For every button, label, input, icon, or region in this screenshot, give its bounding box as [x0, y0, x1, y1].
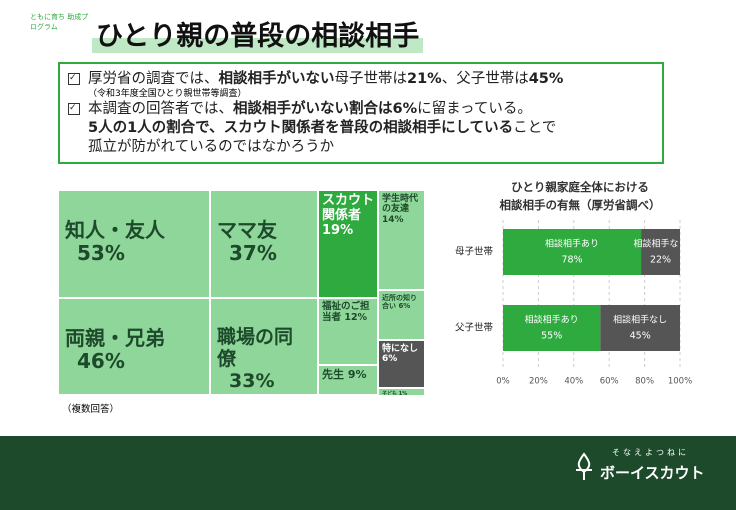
treemap-value: 1%	[398, 391, 408, 396]
treemap-cell: ママ友 37%	[210, 190, 318, 298]
bullet-line: ✓ 厚労省の調査では、相談相手がいない母子世帯は21%、父子世帯は45%	[60, 70, 662, 89]
treemap-cell: 学生時代の友達 14%	[378, 190, 425, 290]
footer-motto: そなえよつねに	[612, 448, 689, 457]
y-tick-label: 母子世帯	[455, 246, 494, 258]
x-tick-label: 0%	[496, 377, 510, 387]
treemap-cell: 知人・友人 53%	[58, 190, 210, 298]
x-tick-label: 60%	[600, 377, 619, 387]
bar-segment	[600, 305, 680, 351]
bullet-text: 相談相手がいない	[218, 71, 335, 87]
treemap-value: 14%	[382, 214, 404, 225]
segment-name: 相談相手なし	[634, 238, 688, 250]
logo: ともに育ち 助成プログラム	[30, 13, 89, 31]
treemap-value: 33%	[229, 369, 275, 392]
bullet-text: 45%	[528, 71, 564, 87]
treemap: 知人・友人 53% 両親・兄弟 46% ママ友 37% 職場の同僚 33% スカウト関係者 19…	[58, 190, 425, 396]
treemap-value: 9%	[347, 368, 367, 381]
treemap-value: 46%	[77, 349, 125, 373]
treemap-cell: スカウト関係者 19%	[318, 190, 378, 298]
segment-name: 相談相手なし	[613, 314, 667, 326]
treemap-value: 12%	[344, 311, 368, 323]
bar-chart: 0% 20% 40% 60% 80% 100%母子世帯相談相手あり78%相談相手なし22%…	[455, 220, 692, 387]
x-tick-label: 80%	[635, 377, 654, 387]
bullet-line: ✓ 本調査の回答者では、相談相手がいない割合は6%に留まっている。	[60, 100, 662, 119]
bar-chart-title: ひとり親家庭全体における 相談相手の有無（厚労省調べ）	[499, 180, 661, 212]
treemap-value: 37%	[229, 241, 277, 265]
segment-name: 相談相手あり	[545, 238, 599, 250]
treemap-label: 職場の同僚	[217, 326, 294, 370]
emblem	[576, 452, 592, 480]
treemap-cell: 特になし 6%	[378, 340, 425, 388]
segment-name: 相談相手あり	[525, 314, 579, 326]
treemap-label: 知人・友人	[65, 218, 165, 242]
bullet-text: に留まっている。	[417, 101, 532, 117]
bullet-text: 本調査の回答者では、	[88, 101, 233, 117]
treemap-cell: 子ども 1%	[378, 388, 425, 396]
bullet-text: 孤立が防がれているのではなかろうか	[88, 139, 335, 155]
bullet-note: （令和3年度全国ひとり親世帯等調査）	[88, 89, 247, 99]
treemap-cell: 先生 9%	[318, 365, 378, 395]
bullet-text: 相談相手がいない割合は6%	[233, 101, 418, 117]
treemap-label: 両親・兄弟	[65, 326, 165, 350]
bullet-text: 母子世帯は	[334, 71, 408, 87]
treemap-label: 近所の知り合い	[382, 294, 417, 311]
treemap-cell: 職場の同僚 33%	[210, 298, 318, 395]
treemap-label: 学生時代の友達	[382, 194, 419, 215]
treemap-label: スカウト関係者	[322, 193, 375, 223]
treemap-label: ママ友	[217, 218, 277, 242]
checkbox: ✓	[68, 103, 80, 115]
x-tick-label: 40%	[564, 377, 583, 387]
checkbox: ✓	[68, 73, 80, 85]
bullet-text: ことで	[513, 120, 557, 136]
slide-title: ひとり親の普段の相談相手	[92, 14, 424, 53]
bullet-line: 5人の1人の割合で、スカウト関係者を普段の相談相手にしていることで	[60, 119, 662, 138]
treemap-cell: 近所の知り合い 6%	[378, 290, 425, 340]
treemap-label: 特になし	[382, 344, 419, 354]
summary-box: ✓ 厚労省の調査では、相談相手がいない母子世帯は21%、父子世帯は45% （令和3年…	[58, 62, 664, 164]
segment-value: 78%	[561, 255, 582, 266]
treemap-value: 19%	[322, 222, 354, 238]
bar-segment	[641, 229, 680, 275]
treemap-cell: 両親・兄弟 46%	[58, 298, 210, 395]
footnote: （複数回答）	[62, 404, 120, 415]
treemap-value: 53%	[77, 241, 125, 265]
bar-segment	[503, 229, 642, 275]
x-tick-label: 100%	[668, 377, 692, 387]
footer: そなえよつねに ボーイスカウト	[0, 436, 736, 510]
treemap-label: 子ども	[382, 391, 398, 396]
treemap-label: 福祉のご担当者	[322, 301, 370, 323]
bullet-text: 厚労省の調査では、	[88, 71, 219, 87]
bullets: ✓ 厚労省の調査では、相談相手がいない母子世帯は21%、父子世帯は45% （令和3年…	[60, 64, 662, 157]
bar-segment	[503, 305, 601, 351]
bullet-line: 孤立が防がれているのではなかろうか	[60, 138, 662, 157]
x-tick-label: 20%	[529, 377, 548, 387]
bullet-text: 、父子世帯は	[441, 71, 529, 87]
treemap-label: 先生	[322, 368, 344, 381]
bullet-text: 21%	[407, 71, 442, 87]
footer-name: ボーイスカウト	[600, 464, 705, 482]
y-tick-label: 父子世帯	[455, 322, 494, 334]
segment-value: 22%	[650, 255, 671, 266]
bullet-text: 5人の1人の割合で、スカウト関係者を普段の相談相手にしている	[88, 120, 514, 136]
treemap-value: 6%	[382, 354, 398, 365]
segment-value: 45%	[630, 331, 651, 342]
treemap-value: 6%	[398, 302, 411, 311]
segment-value: 55%	[541, 331, 562, 342]
treemap-cell: 福祉のご担当者 12%	[318, 298, 378, 365]
